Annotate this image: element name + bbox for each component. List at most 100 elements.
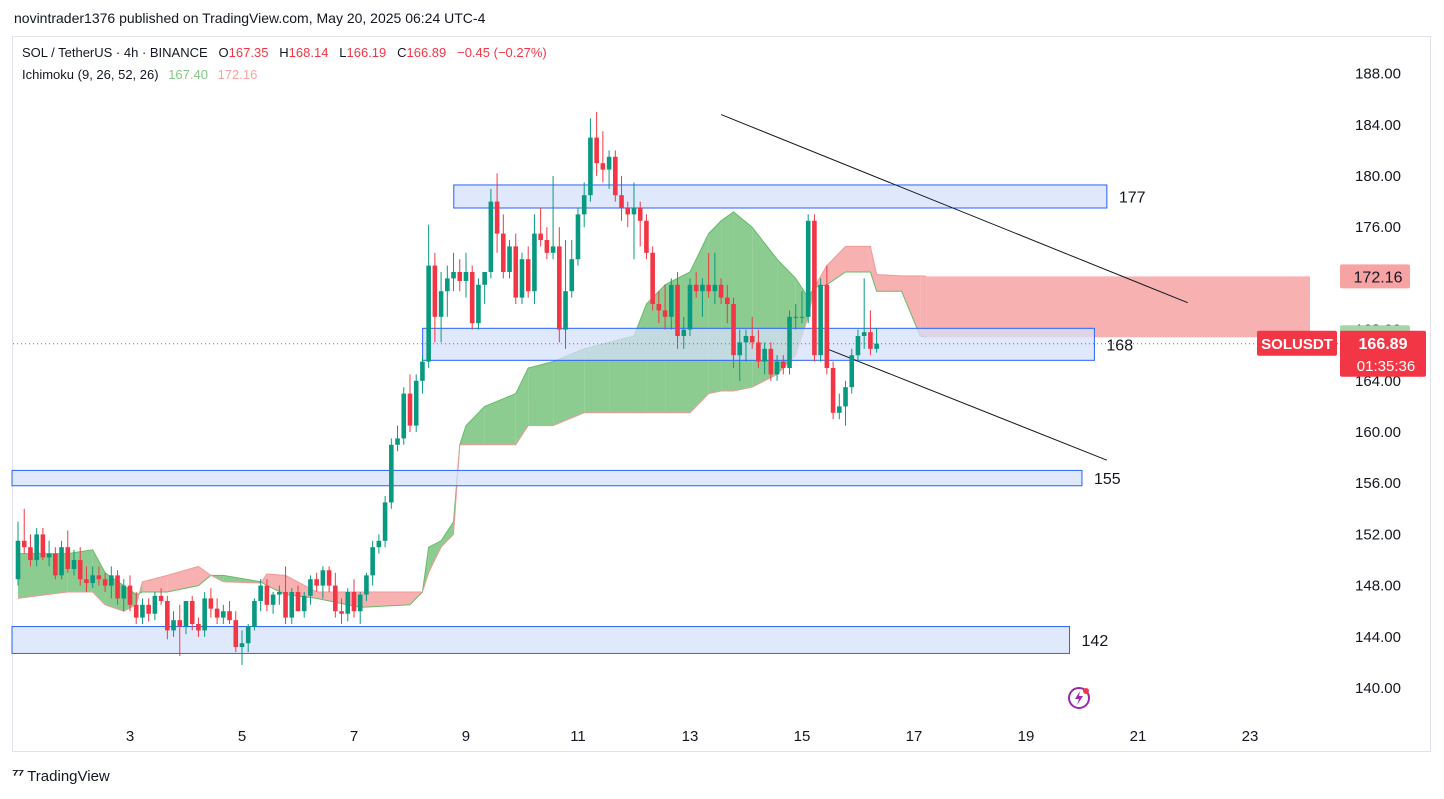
candle-body <box>507 246 512 272</box>
lightning-icon[interactable] <box>1067 686 1091 710</box>
candle-body <box>84 579 89 584</box>
open-value: 167.35 <box>228 45 269 60</box>
candle-body <box>687 284 693 330</box>
zone-label-168: 168 <box>1106 337 1133 354</box>
candle-body <box>818 284 823 356</box>
candle-body <box>731 304 736 356</box>
candle-body <box>53 553 58 576</box>
y-tick-label: 188.00 <box>1355 66 1401 83</box>
symbol-title[interactable]: SOL / TetherUS · 4h · BINANCE <box>22 45 208 60</box>
candle-body <box>805 220 811 317</box>
candle-body <box>370 547 375 576</box>
candle-body <box>557 246 562 330</box>
candle-body <box>812 220 817 356</box>
candle-body <box>158 595 164 601</box>
tv-logo-icon: ⁷⁷ <box>12 767 24 784</box>
candle-body <box>109 575 114 586</box>
footer-brand[interactable]: ⁷⁷ TradingView <box>12 767 110 785</box>
candle-body <box>233 620 239 648</box>
candle-body <box>146 604 151 614</box>
candle-body <box>662 310 668 317</box>
cloud-segment-bullish <box>708 220 722 394</box>
y-tick-label: 184.00 <box>1355 117 1401 134</box>
y-tick-label: 176.00 <box>1355 219 1401 236</box>
candle-body <box>376 540 382 548</box>
candle-body <box>451 272 456 279</box>
x-tick-label: 15 <box>794 728 811 745</box>
candle-body <box>650 252 655 304</box>
candle-body <box>787 316 792 368</box>
candle-body <box>133 604 139 618</box>
candle-body <box>781 361 786 368</box>
cloud-segment-bullish <box>553 348 585 426</box>
candle-body <box>874 343 879 349</box>
candle-body <box>532 233 537 292</box>
close-value: 166.89 <box>406 45 447 60</box>
cloud-segment-bearish <box>926 276 1310 338</box>
candle-body <box>295 592 301 612</box>
candle-body <box>525 259 531 292</box>
ohlc-legend: SOL / TetherUS · 4h · BINANCE O167.35 H1… <box>22 45 547 60</box>
y-tick-label: 152.00 <box>1355 526 1401 543</box>
candle-body <box>544 240 550 253</box>
candle-body <box>637 208 643 221</box>
candle-body <box>239 643 245 648</box>
candle-body <box>861 332 867 336</box>
open-label: O <box>218 45 229 60</box>
candle-body <box>413 380 419 426</box>
candle-body <box>326 570 332 586</box>
candle-body <box>457 272 463 281</box>
candle-body <box>71 560 77 569</box>
candle-body <box>77 560 83 580</box>
candle-body <box>183 600 189 627</box>
candle-body <box>463 272 469 281</box>
candle-body <box>258 585 263 601</box>
candle-body <box>575 214 581 260</box>
candle-body <box>799 316 805 318</box>
cloud-segment-bearish <box>870 246 877 292</box>
candle-body <box>482 272 487 285</box>
candle-body <box>65 547 71 569</box>
cloud-segment-bullish <box>484 393 516 445</box>
candle-body <box>90 575 95 584</box>
candle-body <box>600 163 606 170</box>
candle-body <box>277 592 282 595</box>
ichimoku-title[interactable]: Ichimoku (9, 26, 52, 26) <box>22 67 159 82</box>
cloud-segment-bullish <box>428 540 442 573</box>
candle-body <box>588 137 593 196</box>
candle-body <box>837 406 842 413</box>
zone-142 <box>11 626 1071 654</box>
candle-body <box>252 600 257 627</box>
y-tick-label: 156.00 <box>1355 475 1401 492</box>
candle-body <box>476 284 481 324</box>
last-price-tag <box>1340 330 1426 377</box>
candle-body <box>762 348 767 362</box>
cloud-segment-bullish <box>733 211 753 392</box>
x-tick-label: 7 <box>350 728 358 745</box>
candle-body <box>15 540 21 580</box>
candle-body <box>768 348 774 375</box>
candle-body <box>407 393 413 426</box>
candle-body <box>401 393 407 439</box>
candle-body <box>227 611 232 621</box>
candle-body <box>606 156 612 170</box>
candle-body <box>849 355 855 388</box>
candle-body <box>202 598 207 631</box>
high-value: 168.14 <box>288 45 329 60</box>
candle-body <box>121 585 127 599</box>
candle-body <box>345 592 351 614</box>
candle-body <box>438 291 444 317</box>
candle-body <box>426 265 431 362</box>
low-label: L <box>339 45 347 60</box>
cloud-segment-bullish <box>515 368 529 445</box>
chart-frame[interactable] <box>12 36 1431 752</box>
candle-body <box>351 592 357 612</box>
cloud-segment-bearish <box>142 575 168 592</box>
low-value: 166.19 <box>346 45 387 60</box>
cloud-segment-bearish <box>198 566 211 586</box>
candle-body <box>382 502 388 541</box>
cloud-segment-bearish <box>360 592 410 608</box>
candle-body <box>420 361 425 381</box>
symbol-tag-label: SOLUSDT <box>1261 336 1333 353</box>
